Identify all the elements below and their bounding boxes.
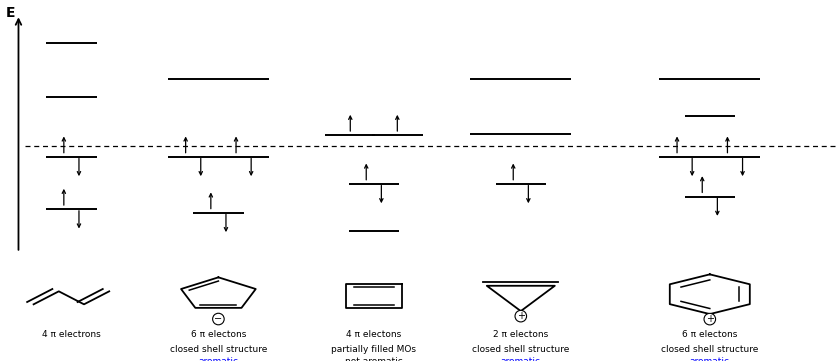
Text: −: − — [214, 314, 223, 324]
Text: closed shell structure: closed shell structure — [170, 345, 267, 354]
Text: 2 π electons: 2 π electons — [493, 330, 549, 339]
Text: E: E — [6, 6, 16, 19]
Text: closed shell structure: closed shell structure — [472, 345, 570, 354]
Text: aromatic: aromatic — [198, 357, 239, 361]
Text: aromatic: aromatic — [690, 357, 730, 361]
Text: aromatic: aromatic — [501, 357, 541, 361]
Text: 6 π electons: 6 π electons — [682, 330, 738, 339]
Text: closed shell structure: closed shell structure — [661, 345, 759, 354]
Text: 4 π electrons: 4 π electrons — [42, 330, 101, 339]
Text: partially filled MOs: partially filled MOs — [331, 345, 417, 354]
Text: +: + — [517, 311, 525, 321]
Text: +: + — [706, 314, 714, 324]
Text: 6 π electons: 6 π electons — [191, 330, 246, 339]
Text: 4 π electons: 4 π electons — [346, 330, 402, 339]
Text: not aromatic: not aromatic — [345, 357, 402, 361]
